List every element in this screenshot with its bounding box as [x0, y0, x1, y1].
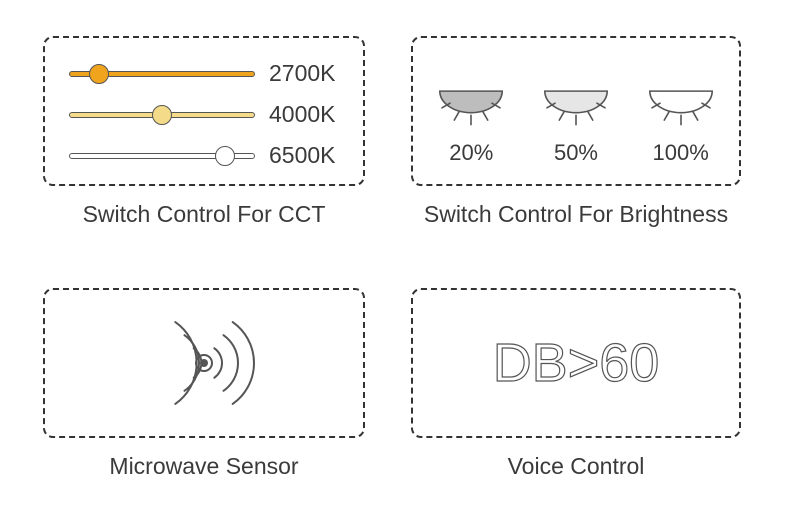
- voice-db-text-icon: DB>60: [446, 323, 706, 403]
- brightness-label: 50%: [554, 140, 598, 166]
- cct-slider-track[interactable]: [69, 153, 255, 159]
- cct-slider-track[interactable]: [69, 71, 255, 77]
- svg-text:DB>60: DB>60: [493, 333, 660, 393]
- brightness-dome-icon: [432, 67, 510, 132]
- brightness-dome-icon: [642, 67, 720, 132]
- cct-slider-row: 6500K: [69, 142, 345, 169]
- microwave-sensor-icon: [114, 308, 294, 418]
- voice-caption: Voice Control: [411, 453, 741, 480]
- cct-slider-label: 6500K: [269, 142, 336, 169]
- brightness-panel: 20% 50% 100%: [411, 36, 741, 186]
- brightness-item: 100%: [642, 67, 720, 166]
- cct-slider-track[interactable]: [69, 112, 255, 118]
- brightness-label: 20%: [449, 140, 493, 166]
- brightness-item: 50%: [537, 67, 615, 166]
- voice-panel: DB>60: [411, 288, 741, 438]
- brightness-caption: Switch Control For Brightness: [411, 201, 741, 228]
- cct-slider-row: 2700K: [69, 60, 345, 87]
- voice-db-text-wrap: DB>60: [413, 290, 739, 436]
- cct-slider-knob[interactable]: [215, 146, 235, 166]
- cct-panel: 2700K 4000K 6500K: [43, 36, 365, 186]
- cct-slider-label: 4000K: [269, 101, 336, 128]
- cct-slider-knob[interactable]: [152, 105, 172, 125]
- brightness-item: 20%: [432, 67, 510, 166]
- brightness-items: 20% 50% 100%: [413, 38, 739, 184]
- brightness-dome-icon: [537, 67, 615, 132]
- cct-slider-knob[interactable]: [89, 64, 109, 84]
- cct-slider-row: 4000K: [69, 101, 345, 128]
- cct-slider-rows: 2700K 4000K 6500K: [69, 60, 345, 169]
- cct-caption: Switch Control For CCT: [43, 201, 365, 228]
- microwave-caption: Microwave Sensor: [43, 453, 365, 480]
- microwave-panel: [43, 288, 365, 438]
- brightness-label: 100%: [653, 140, 709, 166]
- cct-slider-label: 2700K: [269, 60, 336, 87]
